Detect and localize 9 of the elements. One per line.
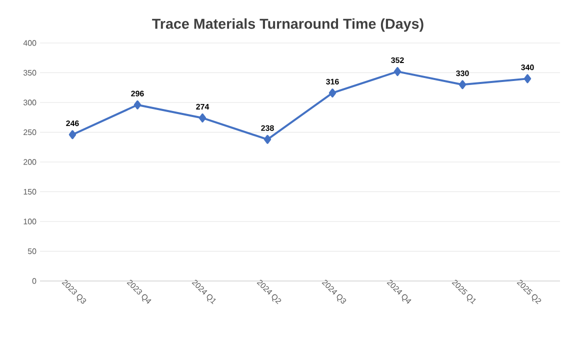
point [328, 88, 336, 98]
point [524, 74, 532, 84]
point [134, 100, 142, 110]
chart-title: Trace Materials Turnaround Time (Days) [152, 18, 424, 32]
point [264, 134, 272, 144]
point [458, 80, 466, 90]
point [394, 67, 402, 76]
point [68, 130, 76, 140]
point [198, 113, 206, 122]
